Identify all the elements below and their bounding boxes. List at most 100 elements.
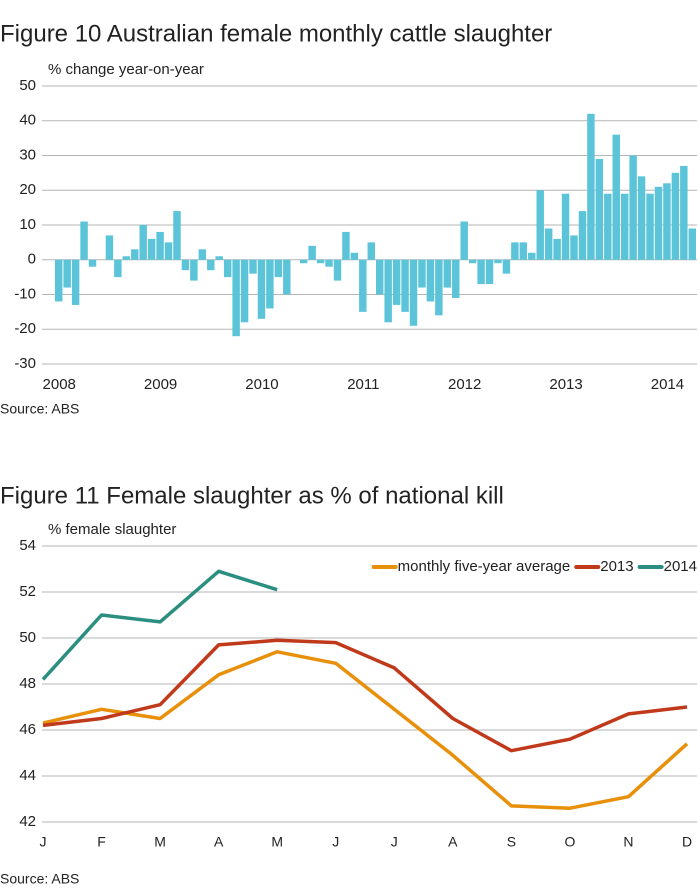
bar xyxy=(536,190,544,260)
axis-label: % female slaughter xyxy=(48,521,176,538)
axis-label: % change year-on-year xyxy=(48,61,204,78)
source: Source: ABS xyxy=(0,871,79,887)
chart-title: Figure 11 Female slaughter as % of natio… xyxy=(0,482,504,509)
bar xyxy=(688,228,696,260)
bar xyxy=(595,158,604,260)
x-tick-label: J xyxy=(391,834,398,850)
bar xyxy=(528,252,536,260)
y-tick-label: 42 xyxy=(19,813,36,830)
x-tick-label: M xyxy=(154,834,166,850)
bar xyxy=(426,259,435,302)
bar xyxy=(325,259,333,267)
x-tick-label: O xyxy=(564,834,575,850)
bar xyxy=(283,259,291,295)
bar xyxy=(629,155,637,260)
x-tick-label: 2010 xyxy=(245,376,278,393)
bar xyxy=(519,242,528,260)
x-tick-label: A xyxy=(214,834,224,850)
bar xyxy=(147,238,156,260)
bar xyxy=(570,235,578,260)
bar xyxy=(207,259,215,271)
bar xyxy=(376,259,384,295)
bar xyxy=(637,176,646,260)
bar xyxy=(477,259,485,285)
y-tick-label: 46 xyxy=(19,721,36,738)
bar xyxy=(544,228,553,260)
x-tick-label: D xyxy=(682,834,692,850)
y-tick-label: 0 xyxy=(28,251,36,268)
legend-label: 2013 xyxy=(600,558,633,575)
bar xyxy=(71,259,80,305)
bar xyxy=(494,259,502,264)
bar xyxy=(215,256,223,260)
bar xyxy=(63,259,71,288)
bar xyxy=(553,238,561,260)
bar xyxy=(435,259,443,316)
bar xyxy=(240,259,249,323)
bar xyxy=(409,259,418,326)
y-tick-label: 50 xyxy=(19,77,36,94)
y-tick-label: 50 xyxy=(19,629,36,646)
y-tick-label: 44 xyxy=(19,767,36,784)
x-tick-label: 2011 xyxy=(347,376,379,393)
y-tick-label: 40 xyxy=(19,112,36,129)
bar xyxy=(350,252,359,260)
bar xyxy=(249,259,257,274)
bar xyxy=(232,259,240,337)
bar xyxy=(654,186,663,260)
y-tick-label: 54 xyxy=(19,537,36,554)
line-series xyxy=(42,638,688,753)
bar xyxy=(604,193,612,260)
bar xyxy=(443,259,452,288)
bar xyxy=(367,242,375,260)
bar xyxy=(452,259,460,298)
source: Source: ABS xyxy=(0,401,79,417)
bar xyxy=(131,249,139,260)
bar xyxy=(620,193,629,260)
line-series xyxy=(42,650,689,810)
bar xyxy=(274,259,283,278)
x-tick-label: 2013 xyxy=(549,376,582,393)
x-tick-label: F xyxy=(97,834,106,850)
bar xyxy=(401,259,409,312)
y-tick-label: 48 xyxy=(19,675,36,692)
y-tick-label: -20 xyxy=(14,320,36,337)
bar xyxy=(266,259,274,309)
bar xyxy=(190,259,198,281)
bar xyxy=(460,221,468,260)
bar xyxy=(181,259,190,271)
x-tick-label: M xyxy=(271,834,283,850)
bar xyxy=(511,242,519,260)
bar xyxy=(80,221,88,260)
bar xyxy=(384,259,392,323)
bar xyxy=(663,183,671,260)
bar xyxy=(223,259,232,278)
bar xyxy=(502,259,511,274)
y-tick-label: 52 xyxy=(19,583,36,600)
x-tick-label: 2012 xyxy=(448,376,481,393)
bar xyxy=(299,259,308,264)
bar xyxy=(164,242,173,260)
bar xyxy=(55,259,63,302)
bar xyxy=(173,211,181,260)
bar xyxy=(316,259,325,264)
y-tick-label: -10 xyxy=(14,285,36,302)
line-series xyxy=(41,569,278,681)
x-tick-label: 2008 xyxy=(43,376,76,393)
bar xyxy=(561,193,570,260)
bar xyxy=(418,259,426,288)
bar xyxy=(468,259,477,264)
y-tick-label: 10 xyxy=(19,216,36,233)
bar xyxy=(88,259,97,267)
bar xyxy=(392,259,401,305)
bar xyxy=(114,259,122,278)
legend-label: 2014 xyxy=(664,558,697,575)
bar xyxy=(646,193,654,260)
bar xyxy=(671,172,680,260)
legend-label: monthly five-year average xyxy=(398,558,571,575)
x-tick-label: 2014 xyxy=(651,376,684,393)
x-tick-label: J xyxy=(40,834,47,850)
y-tick-label: -30 xyxy=(14,355,36,372)
